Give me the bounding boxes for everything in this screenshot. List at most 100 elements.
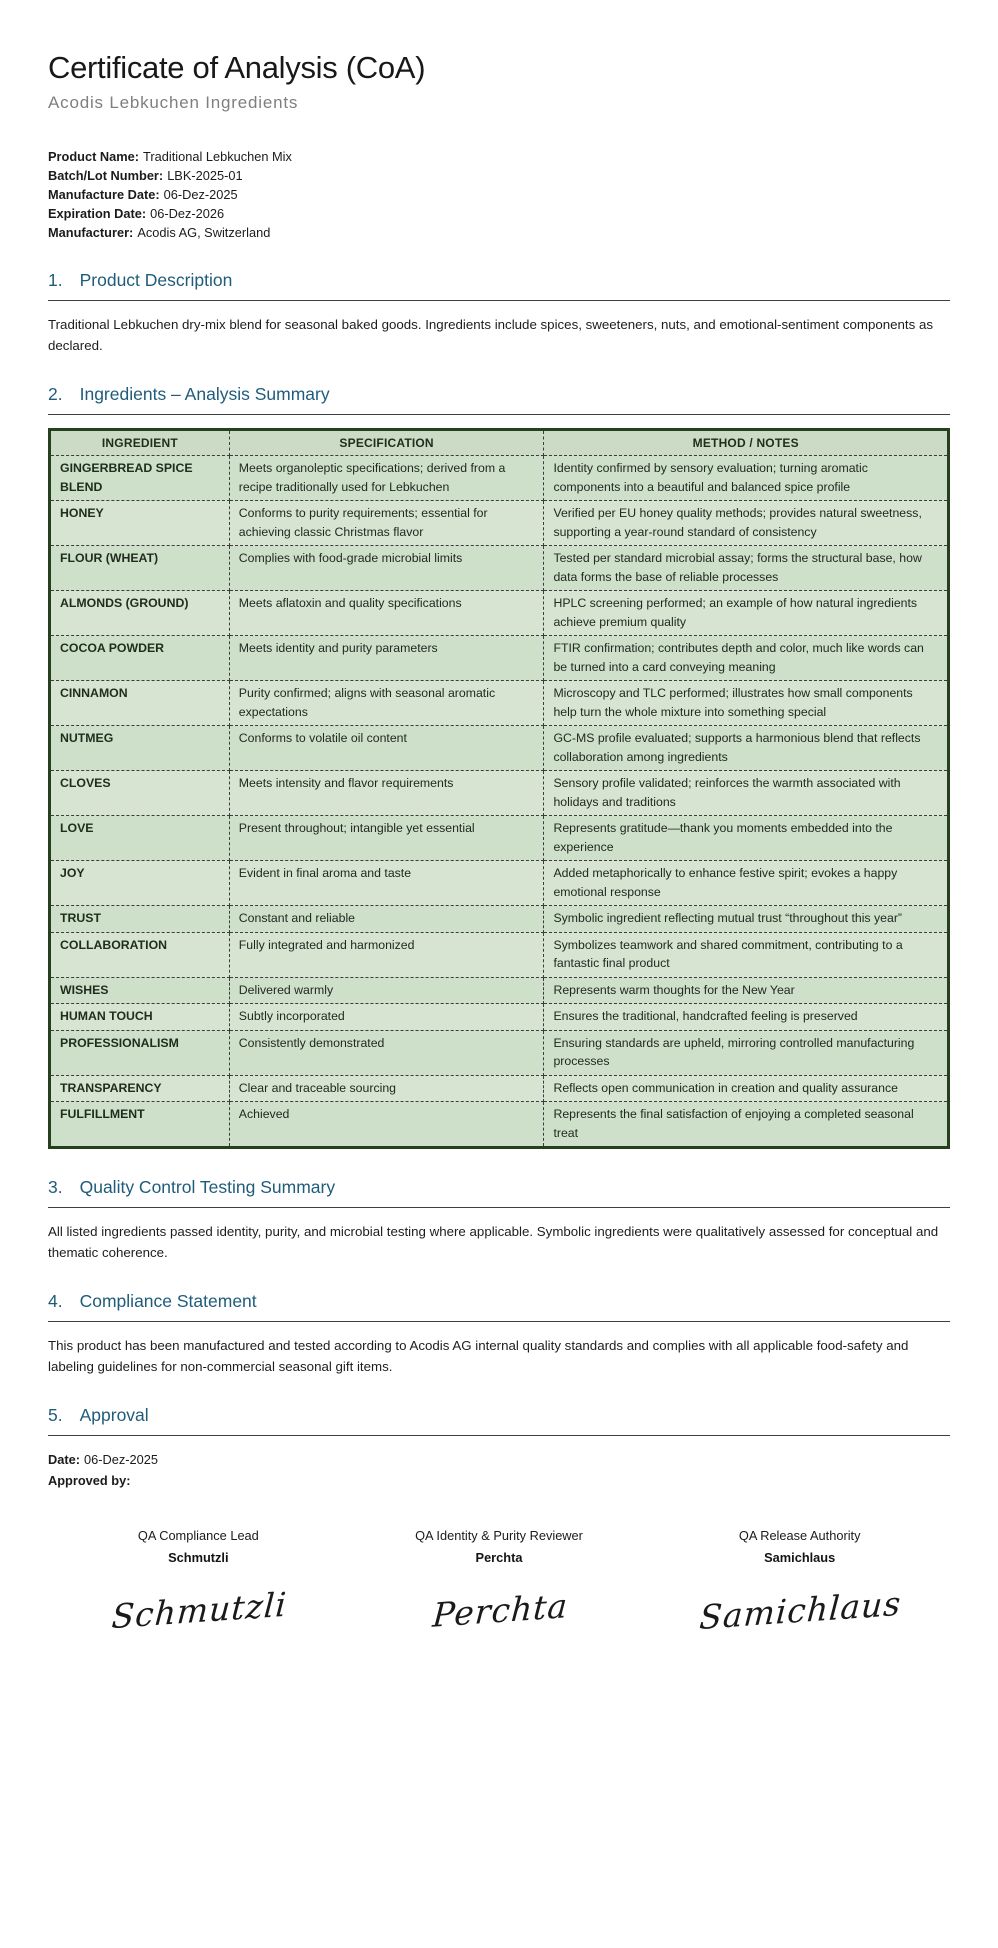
cell-ingredient: WISHES (49, 976, 230, 1004)
page-subtitle: Acodis Lebkuchen Ingredients (48, 93, 299, 112)
cell-method-notes: Verified per EU honey quality methods; p… (543, 500, 949, 546)
product-info-line: Expiration Date: 06-Dez-2026 (48, 204, 950, 223)
cell-ingredient: PROFESSIONALISM (49, 1029, 230, 1076)
approval-date-line: Date: 06-Dez-2025 (48, 1450, 950, 1469)
section-title: Ingredients – Analysis Summary (79, 384, 330, 404)
info-label: Product Name: (48, 149, 140, 164)
info-value: 06-Dez-2026 (150, 206, 225, 221)
signer-role: QA Release Authority (738, 1528, 861, 1543)
product-info-line: Product Name: Traditional Lebkuchen Mix (48, 147, 950, 166)
cell-ingredient: FLOUR (WHEAT) (49, 545, 230, 591)
table-row: FULFILLMENT Achieved Represents the fina… (49, 1101, 949, 1148)
table-header-row: INGREDIENT SPECIFICATION METHOD / NOTES (49, 429, 949, 456)
approval-meta: Date: 06-Dez-2025 Approved by: (48, 1450, 950, 1490)
signer-column: QA Release Authority Samichlaus Samichla… (649, 1528, 950, 1661)
cell-specification: Subtly incorporated (228, 1003, 545, 1031)
signature-block: QA Compliance Lead Schmutzli Schmutzli Q… (48, 1528, 950, 1661)
signer-signature: Perchta (431, 1586, 570, 1635)
approved-by-line: Approved by: (48, 1471, 950, 1490)
cell-ingredient: COCOA POWDER (49, 635, 230, 681)
section-2-heading: 2. Ingredients – Analysis Summary (48, 384, 950, 405)
table-row: COLLABORATION Fully integrated and harmo… (49, 931, 949, 978)
cell-method-notes: Represents warm thoughts for the New Yea… (543, 976, 949, 1004)
section-5-heading: 5. Approval (48, 1405, 950, 1426)
info-value: Traditional Lebkuchen Mix (143, 149, 292, 164)
cell-method-notes: Ensuring standards are upheld, mirroring… (543, 1029, 949, 1076)
cell-ingredient: LOVE (49, 815, 230, 861)
cell-method-notes: Sensory profile validated; reinforces th… (543, 770, 949, 816)
product-info-line: Manufacturer: Acodis AG, Switzerland (48, 223, 950, 242)
section-number: 1. (48, 270, 63, 290)
cell-method-notes: Symbolic ingredient reflecting mutual tr… (543, 905, 949, 933)
cell-specification: Purity confirmed; aligns with seasonal a… (228, 680, 545, 726)
section-number: 4. (48, 1291, 63, 1311)
table-row: CINNAMON Purity confirmed; aligns with s… (49, 680, 949, 726)
signer-role: QA Identity & Purity Reviewer (415, 1528, 583, 1543)
table-row: WISHES Delivered warmly Represents warm … (49, 976, 949, 1004)
info-value: 06-Dez-2025 (163, 187, 238, 202)
cell-specification: Conforms to volatile oil content (228, 725, 545, 771)
date-label: Date: (48, 1452, 80, 1467)
section-divider (48, 1435, 950, 1436)
page-title: Certificate of Analysis (CoA) (48, 50, 426, 85)
section-number: 2. (48, 384, 63, 404)
cell-specification: Present throughout; intangible yet essen… (228, 815, 545, 861)
product-info-block: Product Name: Traditional Lebkuchen Mix B… (48, 147, 950, 242)
cell-method-notes: Tested per standard microbial assay; for… (543, 545, 949, 591)
section-1-heading: 1. Product Description (48, 270, 950, 291)
section-divider (48, 414, 950, 415)
cell-method-notes: Reflects open communication in creation … (543, 1074, 949, 1102)
signer-name: Schmutzli (168, 1550, 229, 1565)
cell-method-notes: HPLC screening performed; an example of … (543, 590, 949, 636)
table-row: TRANSPARENCY Clear and traceable sourcin… (49, 1074, 949, 1102)
signer-column: QA Compliance Lead Schmutzli Schmutzli (48, 1528, 349, 1661)
section-divider (48, 300, 950, 301)
section-title: Compliance Statement (79, 1291, 257, 1311)
table-row: JOY Evident in final aroma and taste Add… (49, 860, 949, 906)
table-row: ALMONDS (GROUND) Meets aflatoxin and qua… (49, 590, 949, 636)
date-value: 06-Dez-2025 (84, 1452, 158, 1467)
product-info-line: Batch/Lot Number: LBK-2025-01 (48, 166, 950, 185)
cell-ingredient: ALMONDS (GROUND) (49, 590, 230, 636)
cell-ingredient: HONEY (49, 500, 230, 546)
signer-name: Samichlaus (764, 1550, 836, 1565)
cell-ingredient: HUMAN TOUCH (49, 1003, 230, 1031)
info-label: Manufacturer: (48, 225, 134, 240)
table-row: PROFESSIONALISM Consistently demonstrate… (49, 1029, 949, 1076)
cell-specification: Clear and traceable sourcing (228, 1074, 545, 1102)
cell-specification: Complies with food-grade microbial limit… (228, 545, 545, 591)
cell-method-notes: Ensures the traditional, handcrafted fee… (543, 1003, 949, 1031)
section-title: Approval (79, 1405, 149, 1425)
col-header-method-notes: METHOD / NOTES (543, 429, 949, 456)
section-divider (48, 1207, 950, 1208)
info-label: Batch/Lot Number: (48, 168, 164, 183)
cell-specification: Constant and reliable (228, 905, 545, 933)
cell-method-notes: Microscopy and TLC performed; illustrate… (543, 680, 949, 726)
cell-ingredient: TRANSPARENCY (49, 1074, 230, 1102)
table-row: GINGERBREAD SPICE BLEND Meets organolept… (49, 455, 949, 501)
cell-specification: Delivered warmly (228, 976, 545, 1004)
cell-method-notes: Symbolizes teamwork and shared commitmen… (543, 931, 949, 978)
section-title: Product Description (79, 270, 233, 290)
section-number: 3. (48, 1177, 63, 1197)
ingredients-table: INGREDIENT SPECIFICATION METHOD / NOTES … (48, 428, 950, 1149)
cell-specification: Meets organoleptic specifications; deriv… (228, 455, 545, 501)
signer-signature: Samichlaus (698, 1583, 904, 1638)
signer-role: QA Compliance Lead (137, 1528, 259, 1543)
table-row: CLOVES Meets intensity and flavor requir… (49, 770, 949, 816)
info-value: LBK-2025-01 (167, 168, 243, 183)
cell-method-notes: Represents the final satisfaction of enj… (543, 1101, 949, 1148)
section-3-heading: 3. Quality Control Testing Summary (48, 1177, 950, 1198)
table-row: LOVE Present throughout; intangible yet … (49, 815, 949, 861)
cell-ingredient: NUTMEG (49, 725, 230, 771)
cell-ingredient: GINGERBREAD SPICE BLEND (49, 455, 230, 501)
table-row: HONEY Conforms to purity requirements; e… (49, 500, 949, 546)
signer-name: Perchta (475, 1550, 523, 1565)
info-label: Manufacture Date: (48, 187, 160, 202)
section-3-body: All listed ingredients passed identity, … (48, 1224, 939, 1260)
cell-ingredient: FULFILLMENT (49, 1101, 230, 1148)
cell-method-notes: FTIR confirmation; contributes depth and… (543, 635, 949, 681)
cell-specification: Achieved (228, 1101, 545, 1148)
table-row: HUMAN TOUCH Subtly incorporated Ensures … (49, 1003, 949, 1031)
